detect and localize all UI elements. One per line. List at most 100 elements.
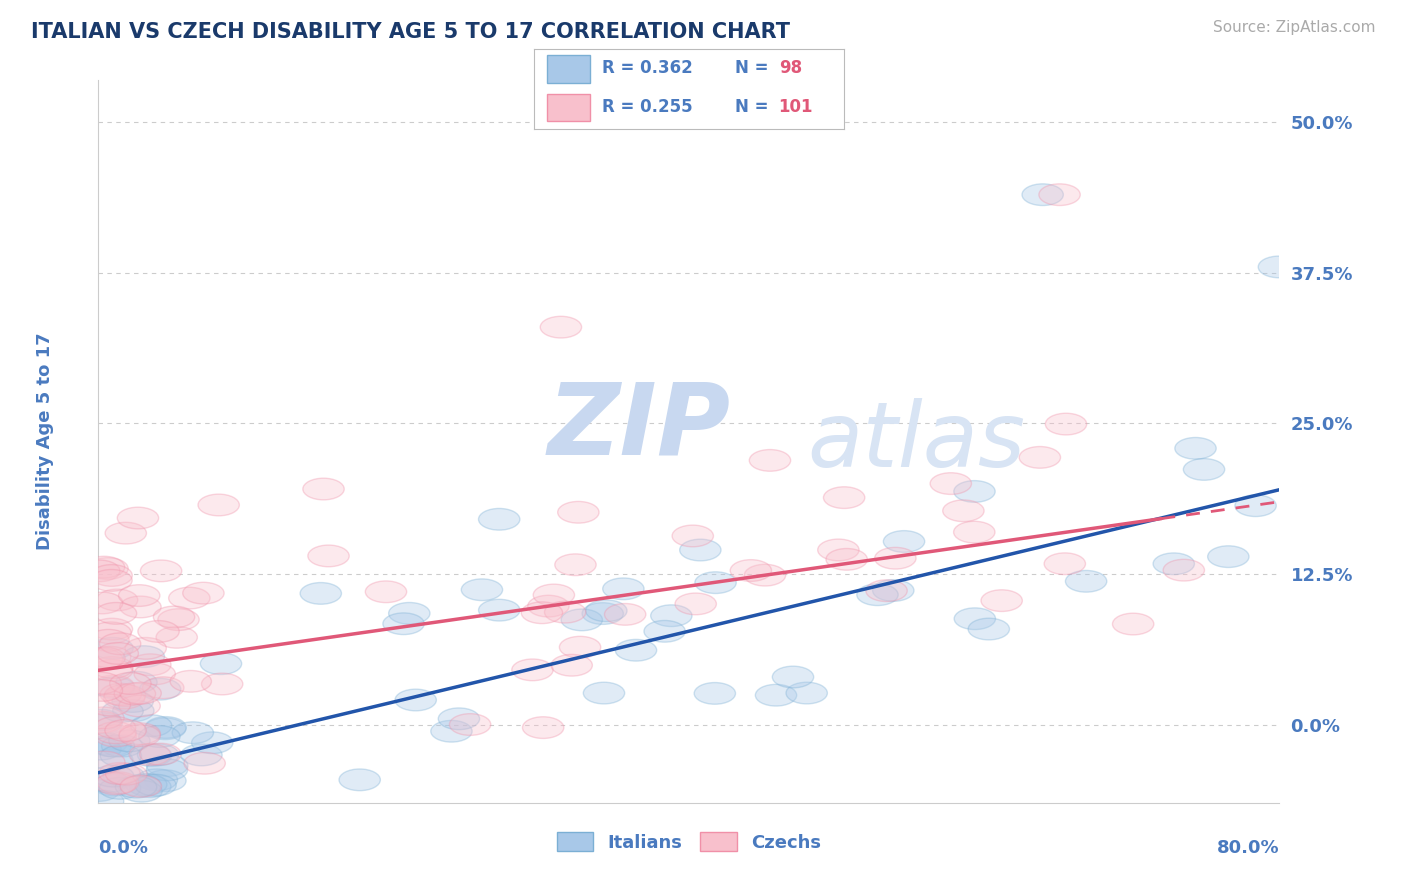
Ellipse shape	[586, 600, 627, 622]
Ellipse shape	[108, 730, 150, 752]
Text: R = 0.362: R = 0.362	[602, 59, 693, 77]
Ellipse shape	[1234, 495, 1277, 516]
Ellipse shape	[112, 700, 155, 722]
Ellipse shape	[953, 481, 995, 502]
Ellipse shape	[299, 582, 342, 604]
Ellipse shape	[135, 813, 177, 834]
Ellipse shape	[388, 602, 430, 624]
Ellipse shape	[533, 584, 575, 606]
Ellipse shape	[969, 618, 1010, 640]
Ellipse shape	[1045, 413, 1087, 435]
Ellipse shape	[1258, 256, 1299, 277]
Ellipse shape	[478, 508, 520, 530]
Ellipse shape	[101, 735, 143, 757]
Ellipse shape	[744, 565, 786, 586]
Ellipse shape	[94, 722, 136, 744]
Ellipse shape	[112, 690, 153, 713]
Ellipse shape	[1039, 184, 1080, 205]
Ellipse shape	[139, 726, 180, 747]
Ellipse shape	[120, 682, 162, 704]
Ellipse shape	[80, 739, 121, 760]
Ellipse shape	[120, 724, 160, 747]
Ellipse shape	[1019, 447, 1060, 468]
Ellipse shape	[153, 607, 194, 628]
Ellipse shape	[100, 778, 141, 799]
Text: Disability Age 5 to 17: Disability Age 5 to 17	[37, 333, 55, 550]
Ellipse shape	[100, 810, 141, 831]
Ellipse shape	[181, 744, 222, 766]
Ellipse shape	[582, 603, 623, 624]
Ellipse shape	[87, 630, 129, 651]
Ellipse shape	[146, 755, 188, 776]
Ellipse shape	[80, 711, 122, 733]
Ellipse shape	[127, 805, 167, 826]
Ellipse shape	[824, 487, 865, 508]
Ellipse shape	[115, 776, 157, 797]
Ellipse shape	[172, 722, 214, 744]
Ellipse shape	[96, 725, 136, 747]
Ellipse shape	[730, 559, 772, 582]
Ellipse shape	[786, 682, 827, 704]
Ellipse shape	[114, 683, 156, 705]
Ellipse shape	[84, 830, 125, 851]
Ellipse shape	[118, 584, 160, 607]
Ellipse shape	[100, 683, 142, 705]
Ellipse shape	[82, 713, 122, 734]
Ellipse shape	[83, 557, 125, 578]
Ellipse shape	[105, 764, 146, 785]
Ellipse shape	[825, 549, 868, 570]
Text: ITALIAN VS CZECH DISABILITY AGE 5 TO 17 CORRELATION CHART: ITALIAN VS CZECH DISABILITY AGE 5 TO 17 …	[31, 22, 790, 42]
Ellipse shape	[80, 673, 121, 694]
Ellipse shape	[121, 780, 162, 802]
Ellipse shape	[873, 580, 914, 601]
Ellipse shape	[91, 569, 132, 591]
Ellipse shape	[605, 604, 645, 625]
Ellipse shape	[120, 723, 160, 745]
Ellipse shape	[749, 450, 790, 471]
Ellipse shape	[1163, 559, 1205, 581]
Ellipse shape	[103, 765, 145, 787]
Ellipse shape	[145, 716, 187, 739]
Ellipse shape	[555, 554, 596, 575]
Ellipse shape	[125, 773, 167, 796]
Ellipse shape	[121, 775, 162, 797]
Ellipse shape	[695, 572, 737, 593]
Ellipse shape	[302, 478, 344, 500]
Ellipse shape	[191, 732, 233, 754]
Text: ZIP: ZIP	[547, 378, 730, 475]
Ellipse shape	[512, 659, 553, 681]
Ellipse shape	[931, 473, 972, 494]
Ellipse shape	[91, 749, 134, 771]
Ellipse shape	[1066, 571, 1107, 592]
Ellipse shape	[91, 565, 132, 586]
Ellipse shape	[146, 759, 187, 780]
Ellipse shape	[89, 814, 129, 836]
Ellipse shape	[1045, 553, 1085, 574]
Ellipse shape	[866, 580, 907, 601]
Ellipse shape	[91, 618, 132, 640]
Ellipse shape	[461, 579, 502, 600]
Ellipse shape	[136, 769, 177, 790]
Ellipse shape	[117, 508, 159, 529]
Ellipse shape	[104, 684, 146, 706]
FancyBboxPatch shape	[547, 55, 591, 83]
Ellipse shape	[201, 673, 243, 695]
Text: 98: 98	[779, 59, 801, 77]
Ellipse shape	[93, 765, 134, 787]
Ellipse shape	[430, 721, 472, 742]
Ellipse shape	[191, 820, 232, 841]
Ellipse shape	[86, 814, 127, 835]
Ellipse shape	[105, 523, 146, 544]
Ellipse shape	[540, 317, 582, 338]
Ellipse shape	[339, 769, 381, 790]
Ellipse shape	[170, 671, 211, 692]
Ellipse shape	[124, 646, 165, 667]
Ellipse shape	[96, 602, 136, 624]
Text: R = 0.255: R = 0.255	[602, 98, 693, 116]
Ellipse shape	[134, 663, 176, 685]
Ellipse shape	[558, 501, 599, 523]
Ellipse shape	[183, 582, 224, 604]
Ellipse shape	[79, 780, 120, 801]
Ellipse shape	[93, 810, 135, 832]
Ellipse shape	[1184, 458, 1225, 480]
